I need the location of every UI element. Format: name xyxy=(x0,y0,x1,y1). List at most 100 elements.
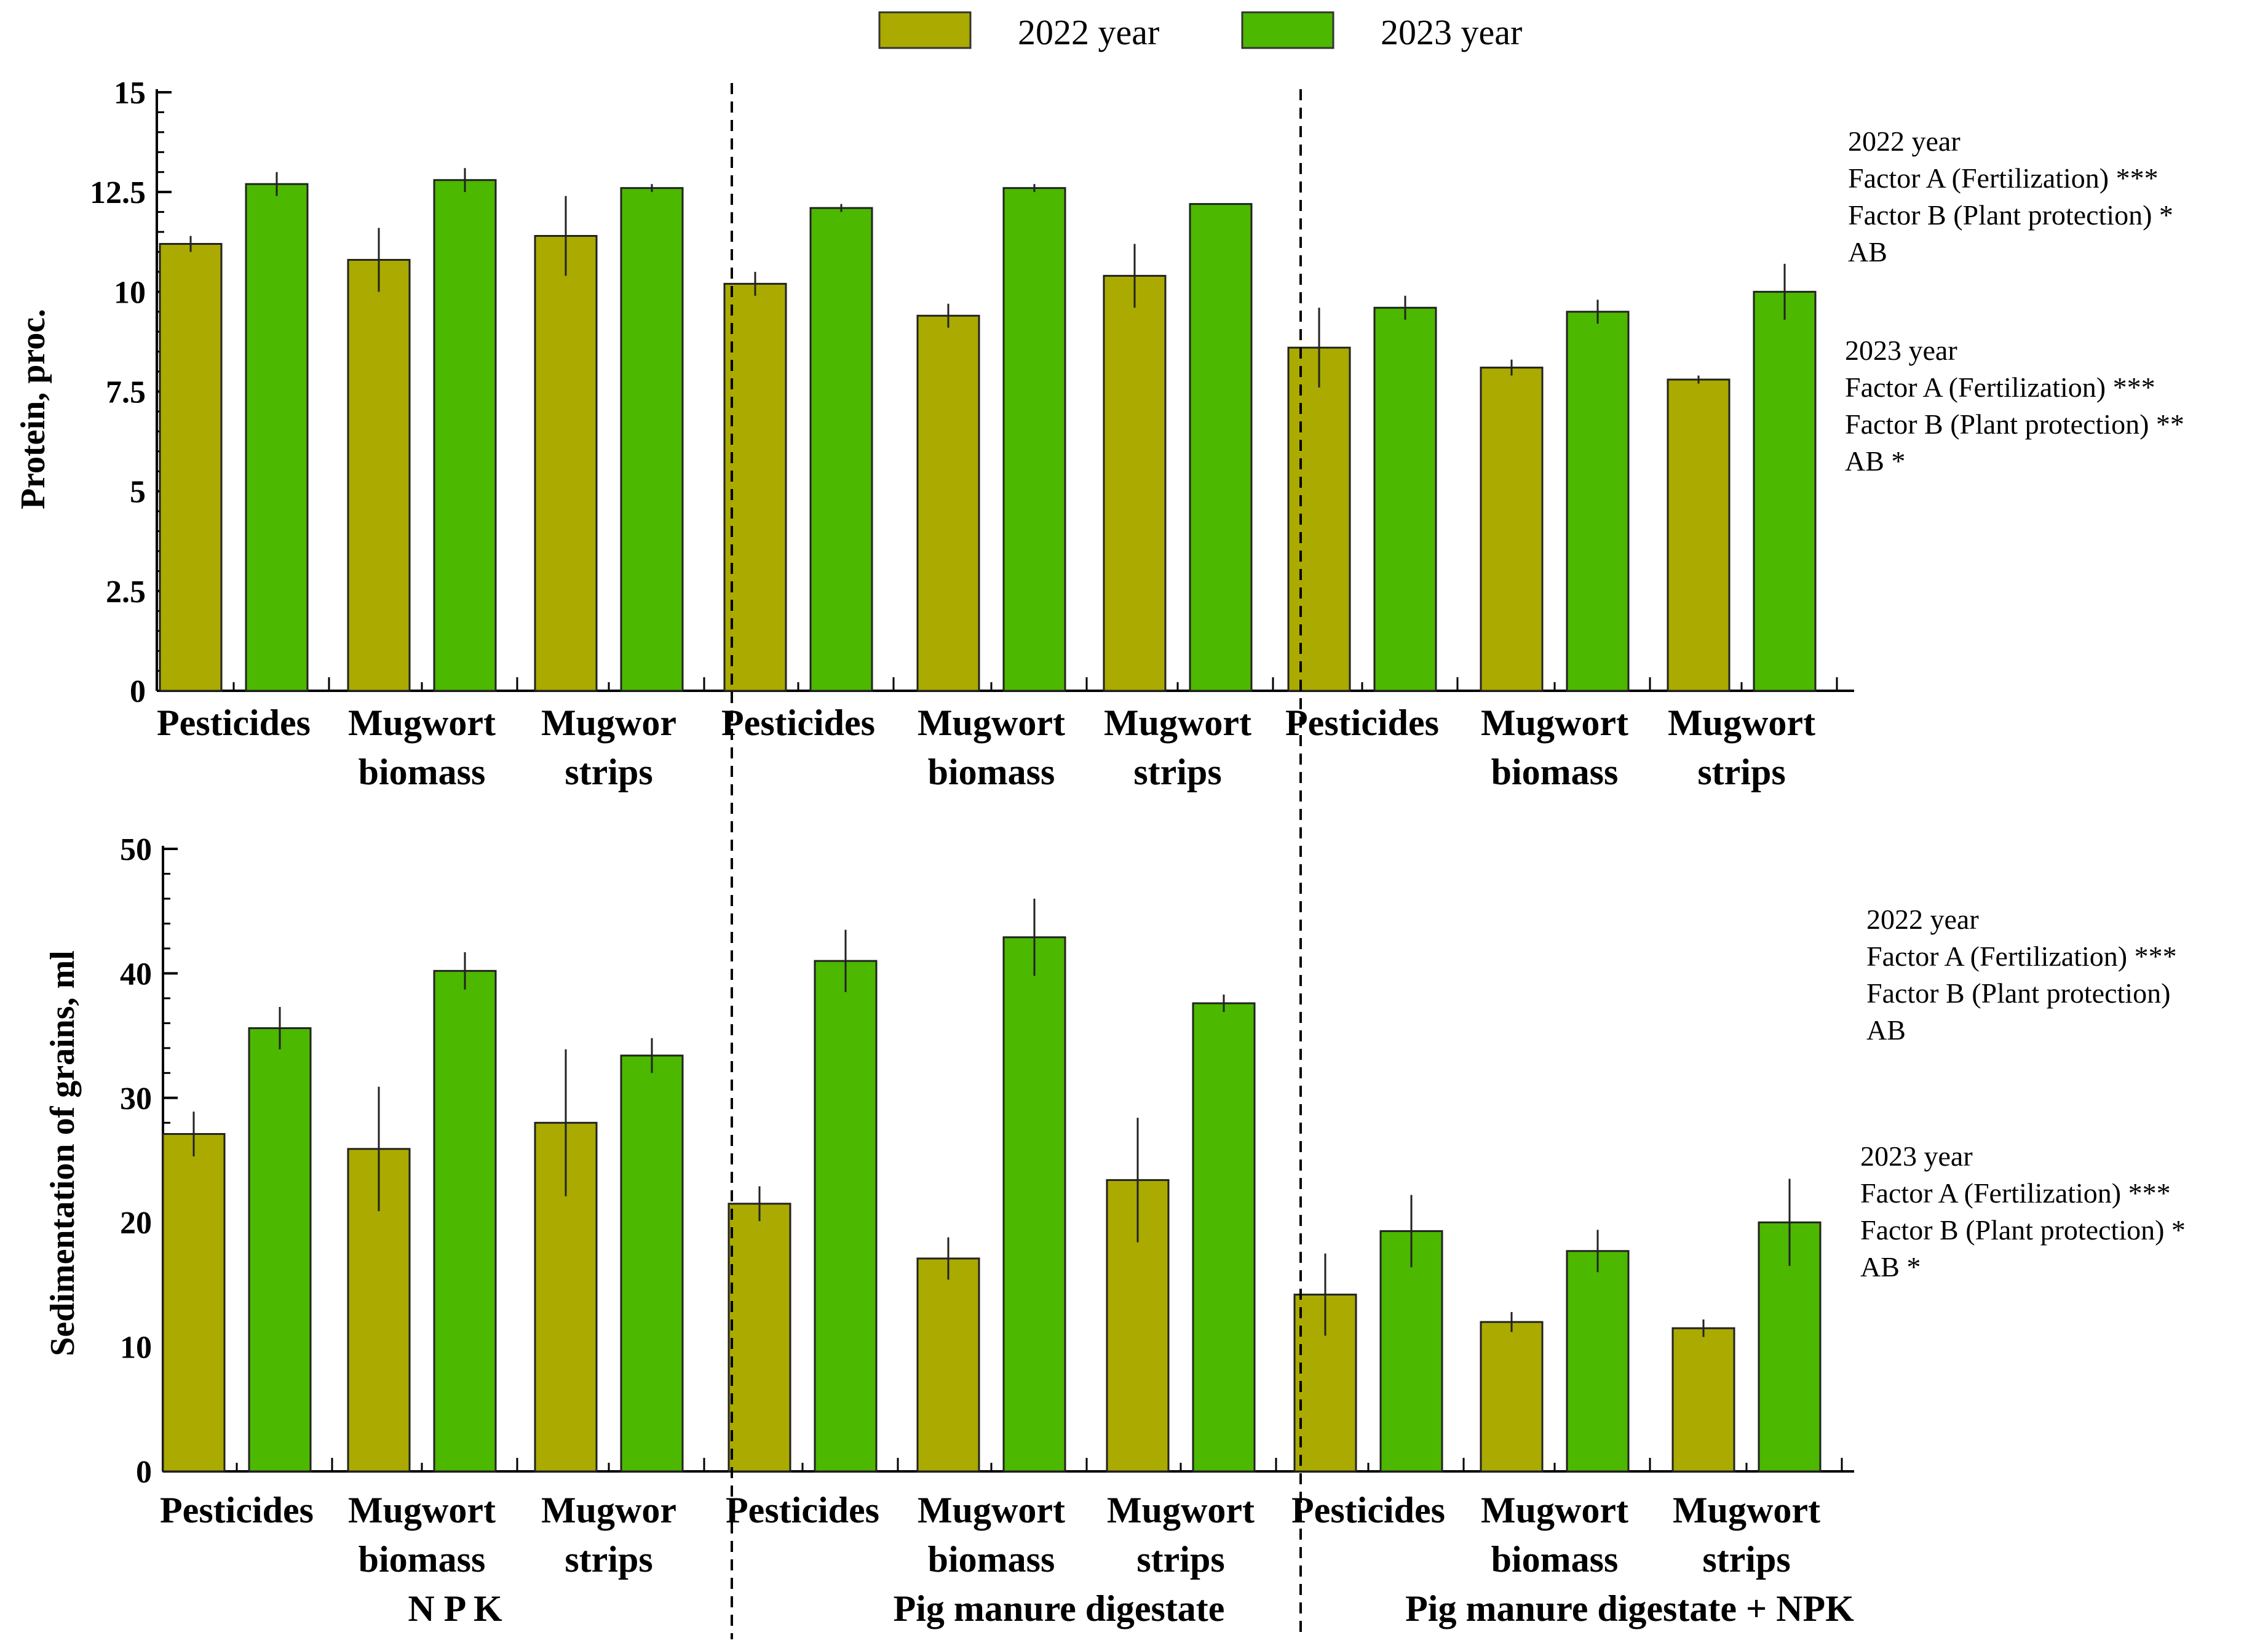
protein-annotation-2023: 2023 year Factor A (Fertilization) *** F… xyxy=(1845,335,2184,477)
x-category-label: Pesticides xyxy=(721,702,875,743)
annotation-line: Factor B (Plant protection) * xyxy=(1848,199,2173,231)
bar-2023 xyxy=(1002,187,1066,692)
bar-2022 xyxy=(1480,367,1544,692)
y-tick-label: 7.5 xyxy=(106,375,146,410)
x-category-label: Pesticides xyxy=(726,1490,879,1530)
bar-2023 xyxy=(248,1027,312,1473)
bar-2023 xyxy=(1753,290,1817,692)
bar-2023 xyxy=(809,207,873,692)
annotation-line: AB xyxy=(1848,236,1887,268)
sedimentation-y-axis-label: Sedimentation of grains, ml xyxy=(44,950,82,1356)
annotation-line: Factor B (Plant protection) xyxy=(1866,977,2170,1009)
y-tick-label: 30 xyxy=(120,1081,152,1116)
x-category-label: strips xyxy=(565,752,652,792)
sedimentation-panel: Sedimentation of grains, ml 2022 year Fa… xyxy=(44,832,2186,1580)
legend-swatch-2022 xyxy=(878,11,972,49)
x-category-label: Mugwort xyxy=(1481,702,1628,743)
x-category-label: Mugwor xyxy=(541,702,676,743)
y-tick-label: 20 xyxy=(120,1206,152,1241)
bar-2022 xyxy=(916,314,980,692)
y-tick-label: 0 xyxy=(136,1455,152,1490)
x-category-label: strips xyxy=(565,1539,652,1580)
annotation-line: Factor B (Plant protection) ** xyxy=(1845,408,2184,440)
group-labels: N P K Pig manure digestate Pig manure di… xyxy=(408,1588,1854,1629)
bar-2022 xyxy=(534,235,598,692)
bar-2022 xyxy=(162,1132,226,1473)
bar-2022 xyxy=(1480,1321,1544,1473)
bar-2022 xyxy=(159,242,223,692)
bar-2022 xyxy=(1287,346,1351,692)
annotation-line: Factor A (Fertilization) *** xyxy=(1845,372,2155,403)
bar-2023 xyxy=(433,969,497,1473)
bar-2023 xyxy=(1192,1002,1256,1473)
bar-2023 xyxy=(620,187,684,692)
x-category-label: Mugwort xyxy=(348,702,496,743)
x-category-label: strips xyxy=(1136,1539,1224,1580)
bar-2023 xyxy=(1566,1250,1630,1473)
x-category-label: Pesticides xyxy=(160,1490,314,1530)
group-dividers xyxy=(731,83,1302,1639)
sedimentation-annotation-2022: 2022 year Factor A (Fertilization) *** F… xyxy=(1866,904,2177,1046)
x-category-label: strips xyxy=(1133,752,1221,792)
x-category-label: strips xyxy=(1697,752,1785,792)
annotation-line: Factor A (Fertilization) *** xyxy=(1866,941,2177,972)
x-category-label: biomass xyxy=(928,1539,1055,1580)
y-tick-label: 10 xyxy=(114,275,146,310)
bar-2023 xyxy=(245,183,309,692)
bar-2022 xyxy=(723,282,787,692)
legend: 2022 year 2023 year xyxy=(878,11,1522,52)
bar-2022 xyxy=(347,258,411,692)
annotation-line: Factor B (Plant protection) * xyxy=(1860,1214,2186,1246)
bar-2023 xyxy=(814,960,878,1473)
x-category-label: biomass xyxy=(928,752,1055,792)
protein-y-axis-label: Protein, proc. xyxy=(14,309,52,509)
x-category-label: Pesticides xyxy=(1291,1490,1445,1530)
x-category-label: biomass xyxy=(359,1539,486,1580)
y-tick-label: 50 xyxy=(120,832,152,867)
x-category-label: Pesticides xyxy=(1285,702,1439,743)
bar-2022 xyxy=(1103,274,1167,692)
protein-panel: Protein, proc. 2022 year Factor A (Ferti… xyxy=(14,76,2184,792)
bar-2023 xyxy=(1373,306,1437,692)
annotation-line: Factor A (Fertilization) *** xyxy=(1860,1177,2171,1209)
x-category-label: Mugwort xyxy=(918,702,1065,743)
y-tick-label: 0 xyxy=(130,674,146,709)
group-label-pig-manure-digestate: Pig manure digestate xyxy=(894,1588,1225,1629)
sedimentation-annotation-2023: 2023 year Factor A (Fertilization) *** F… xyxy=(1860,1140,2186,1283)
x-category-label: Mugwort xyxy=(1481,1490,1628,1530)
legend-label-2022: 2022 year xyxy=(1018,12,1159,52)
x-category-label: biomass xyxy=(1491,752,1619,792)
bar-2022 xyxy=(916,1257,980,1473)
x-category-label: biomass xyxy=(359,752,486,792)
y-tick-label: 10 xyxy=(120,1331,152,1366)
x-category-label: Mugwort xyxy=(1107,1490,1255,1530)
x-category-label: Mugwort xyxy=(1673,1490,1820,1530)
y-tick-label: 15 xyxy=(114,76,146,111)
group-label-pig-manure-digestate-npk: Pig manure digestate + NPK xyxy=(1405,1588,1854,1629)
y-tick-label: 5 xyxy=(130,475,146,510)
x-category-label: Mugwort xyxy=(1668,702,1815,743)
annotation-line: AB xyxy=(1866,1014,1906,1046)
y-tick-label: 40 xyxy=(120,957,152,992)
y-tick-label: 12.5 xyxy=(90,175,146,210)
x-category-label: Mugwort xyxy=(1104,702,1251,743)
x-category-label: biomass xyxy=(1491,1539,1619,1580)
bar-2023 xyxy=(1002,936,1066,1473)
annotation-line: AB * xyxy=(1860,1251,1921,1283)
bar-2022 xyxy=(1667,378,1731,692)
group-label-npk: N P K xyxy=(408,1588,502,1629)
x-category-label: Mugwor xyxy=(541,1490,676,1530)
annotation-line: 2022 year xyxy=(1848,125,1961,157)
bar-2023 xyxy=(1566,311,1630,692)
annotation-line: AB * xyxy=(1845,445,1905,477)
bar-2023 xyxy=(433,179,497,692)
legend-swatch-2023 xyxy=(1241,11,1334,49)
annotation-line: 2022 year xyxy=(1866,904,1979,935)
x-category-label: Mugwort xyxy=(918,1490,1065,1530)
x-category-label: strips xyxy=(1702,1539,1790,1580)
bar-2022 xyxy=(728,1203,791,1473)
x-category-label: Mugwort xyxy=(348,1490,496,1530)
bar-2023 xyxy=(1189,203,1253,692)
annotation-line: 2023 year xyxy=(1860,1140,1973,1172)
